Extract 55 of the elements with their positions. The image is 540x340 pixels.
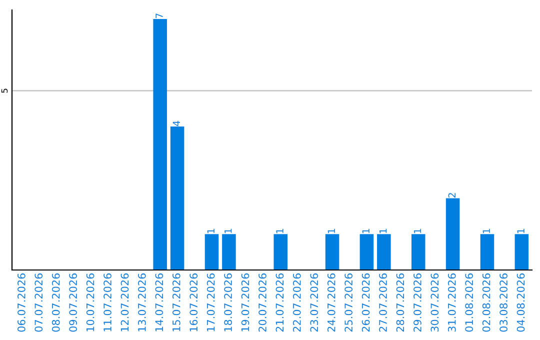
x-tick-label: 06.07.2026 (17, 273, 26, 332)
bar (514, 234, 529, 270)
bar (480, 234, 494, 270)
x-tick-label: 03.08.2026 (500, 273, 508, 332)
x-tick-label: 18.07.2026 (224, 273, 232, 332)
data-label: 2 (448, 193, 456, 198)
data-label: 1 (517, 228, 524, 234)
bar (411, 234, 426, 270)
bar (170, 126, 184, 270)
x-tick-label: 21.07.2026 (276, 273, 284, 332)
x-tick-label: 31.07.2026 (448, 273, 456, 332)
y-tick-label: 5 (1, 88, 8, 93)
data-label: 4 (172, 120, 180, 126)
bar (274, 234, 288, 270)
bar (325, 234, 340, 270)
bar (377, 234, 391, 270)
x-tick-label: 22.07.2026 (292, 273, 301, 332)
x-tick-label: 08.07.2026 (52, 273, 60, 332)
x-tick-label: 02.08.2026 (482, 273, 490, 332)
x-tick-label: 09.07.2026 (69, 273, 78, 332)
x-tick-label: 10.07.2026 (86, 273, 94, 332)
bar (360, 234, 374, 270)
data-label: 1 (207, 228, 214, 234)
bar (204, 234, 219, 270)
x-tick-label: 27.07.2026 (379, 273, 387, 332)
x-tick-label: 29.07.2026 (414, 273, 422, 332)
data-label: 1 (328, 228, 335, 234)
bar (153, 18, 167, 270)
x-tick-label: 16.07.2026 (190, 273, 198, 332)
x-tick-label: 25.07.2026 (344, 273, 353, 332)
data-label: 1 (380, 228, 387, 234)
data-label: 1 (362, 228, 370, 234)
data-label: 1 (224, 228, 232, 234)
x-tick-label: 19.07.2026 (241, 273, 250, 332)
x-tick-label: 15.07.2026 (172, 273, 180, 332)
x-tick-label: 01.08.2026 (465, 273, 474, 332)
data-label: 1 (482, 228, 490, 234)
data-label: 1 (414, 228, 422, 234)
bar (446, 198, 460, 270)
x-tick-label: 20.07.2026 (258, 273, 266, 332)
x-tick-label: 17.07.2026 (206, 273, 215, 332)
x-tick-label: 12.07.2026 (120, 273, 129, 332)
x-tick-label: 24.07.2026 (327, 273, 336, 332)
x-tick-label: 30.07.2026 (430, 273, 439, 332)
x-tick-label: 23.07.2026 (310, 273, 318, 332)
data-label: 7 (156, 14, 163, 18)
x-tick-label: 13.07.2026 (138, 273, 146, 332)
x-tick-label: 14.07.2026 (155, 273, 164, 332)
x-tick-label: 04.08.2026 (516, 273, 525, 332)
data-label: 1 (276, 228, 284, 234)
x-tick-label: 28.07.2026 (396, 273, 404, 332)
x-tick-label: 26.07.2026 (362, 273, 370, 332)
x-tick-label: 07.07.2026 (34, 273, 43, 332)
x-tick-label: 11.07.2026 (104, 273, 112, 332)
bar (222, 234, 236, 270)
